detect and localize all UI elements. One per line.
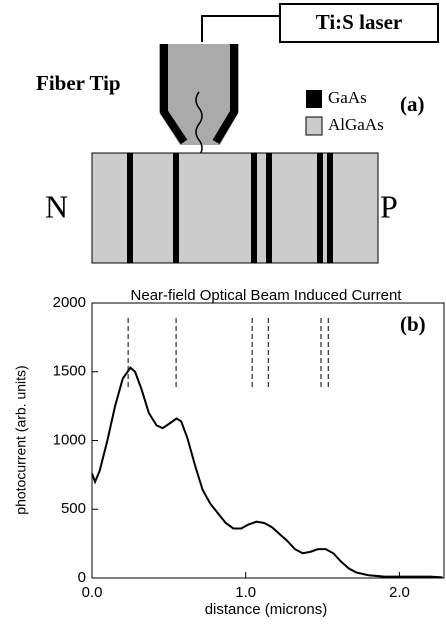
legend-swatch: [305, 116, 323, 136]
device: [91, 152, 379, 264]
y-axis-label: photocurrent (arb. units): [13, 365, 29, 514]
gaas-layers: [127, 153, 333, 263]
legend-label: AlGaAs: [328, 115, 384, 134]
legend-swatch: [306, 90, 322, 108]
x-tick-label: 1.0: [235, 584, 256, 601]
y-tick-label: 2000: [53, 294, 86, 311]
x-tick-label: 2.0: [389, 584, 410, 601]
x-tick-label: 0.0: [82, 584, 103, 601]
fiber-cladding: [160, 44, 188, 145]
y-tick-label: 0: [78, 569, 86, 586]
fiber-cladding: [212, 44, 238, 145]
p-label: P: [380, 188, 398, 224]
y-tick-label: 500: [61, 500, 86, 517]
y-tick-label: 1000: [53, 431, 86, 448]
laser-box: [279, 3, 439, 43]
fiber-label: Fiber Tip: [36, 71, 121, 95]
y-tick-label: 1500: [53, 363, 86, 380]
chart-annotation: (b): [400, 312, 426, 336]
chart-title: Near-field Optical Beam Induced Current: [131, 287, 403, 304]
n-label: N: [45, 188, 68, 224]
legend-label: GaAs: [328, 88, 367, 107]
fiber-body: [159, 44, 239, 145]
x-axis-label: distance (microns): [205, 601, 328, 618]
laser-label: Ti:S laser: [316, 10, 403, 34]
panel-label: (a): [400, 92, 425, 116]
laser-line: [201, 15, 280, 42]
data-line: [91, 366, 443, 579]
